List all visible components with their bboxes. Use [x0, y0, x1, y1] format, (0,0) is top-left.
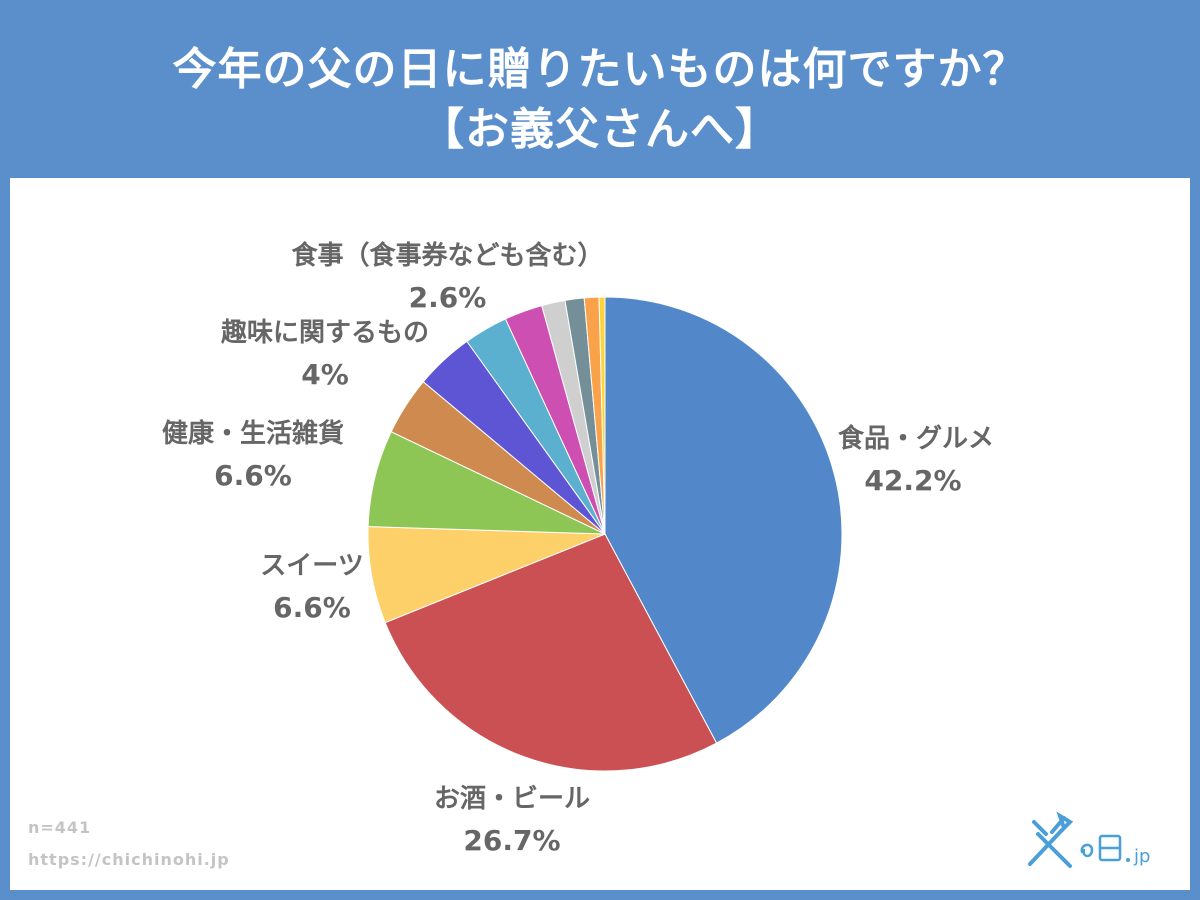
slice-label-hobby-value: 4% [301, 358, 349, 391]
pie-slice-0 [604, 296, 843, 744]
slice-label-hobby-name: 趣味に関するもの [220, 318, 429, 348]
slice-label-meal-voucher: 食事（食事券なども含む） 2.6% [270, 235, 625, 319]
slice-label-hobby: 趣味に関するもの 4% [200, 312, 450, 396]
slice-label-sweets-value: 6.6% [273, 591, 351, 624]
slice-label-alcohol-beer-name: お酒・ビール [433, 784, 590, 814]
slice-label-food-gourmet-name: 食品・グルメ [838, 424, 995, 454]
slice-label-health-goods-value: 6.6% [214, 459, 292, 492]
source-url: https://chichinohi.jp [28, 850, 230, 869]
pie-slice-1 [384, 533, 718, 772]
slice-label-meal-voucher-name: 食事（食事券なども含む） [291, 241, 604, 271]
title-line-1: 今年の父の日に贈りたいものは何ですか？ [172, 44, 1028, 95]
slice-label-food-gourmet-value: 42.2% [864, 464, 962, 497]
title-line-2: 【お義父さんへ】 [420, 104, 780, 155]
header-banner: 今年の父の日に贈りたいものは何ですか？ 【お義父さんへ】 [0, 0, 1200, 178]
slice-label-alcohol-beer-value: 26.7% [463, 824, 561, 857]
slice-label-meal-voucher-value: 2.6% [408, 281, 487, 314]
pie-slice-11 [598, 296, 606, 535]
slice-label-health-goods: 健康・生活雑貨 6.6% [148, 413, 358, 497]
chichinohi-logo: jp [1028, 811, 1150, 868]
slice-label-food-gourmet: 食品・グルメ 42.2% [838, 418, 994, 502]
slice-label-alcohol-beer: お酒・ビール 26.7% [412, 778, 612, 862]
sample-size: n=441 [28, 818, 92, 837]
slice-label-sweets-name: スイーツ [260, 551, 364, 581]
svg-text:jp: jp [1133, 846, 1150, 867]
slice-label-sweets: スイーツ 6.6% [222, 545, 402, 629]
slice-label-health-goods-name: 健康・生活雑貨 [161, 419, 344, 449]
